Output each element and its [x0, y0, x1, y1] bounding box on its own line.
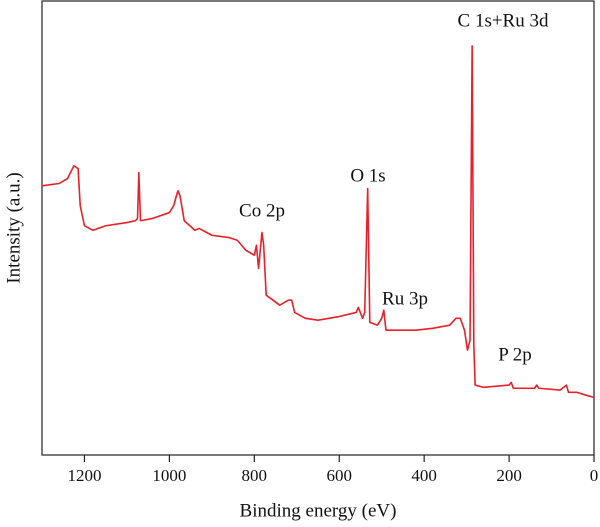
peak-annotation: P 2p [498, 344, 532, 365]
x-axis-label: Binding energy (eV) [240, 500, 397, 521]
peak-annotation: Co 2p [239, 200, 285, 221]
x-tick-label: 800 [242, 466, 268, 485]
x-tick-label: 1200 [67, 466, 101, 485]
y-axis-label: Intensity (a.u.) [3, 172, 24, 283]
x-tick-label: 0 [590, 466, 599, 485]
plot-frame [41, 0, 595, 456]
peak-annotation: C 1s+Ru 3d [458, 10, 549, 31]
x-tick-label: 200 [496, 466, 522, 485]
spectrum-line [41, 45, 595, 399]
peak-annotation: Ru 3p [382, 288, 428, 309]
x-tick-label: 400 [411, 466, 437, 485]
peak-annotation: O 1s [350, 165, 385, 186]
x-tick-label: 1000 [152, 466, 186, 485]
x-tick-label: 600 [326, 466, 352, 485]
